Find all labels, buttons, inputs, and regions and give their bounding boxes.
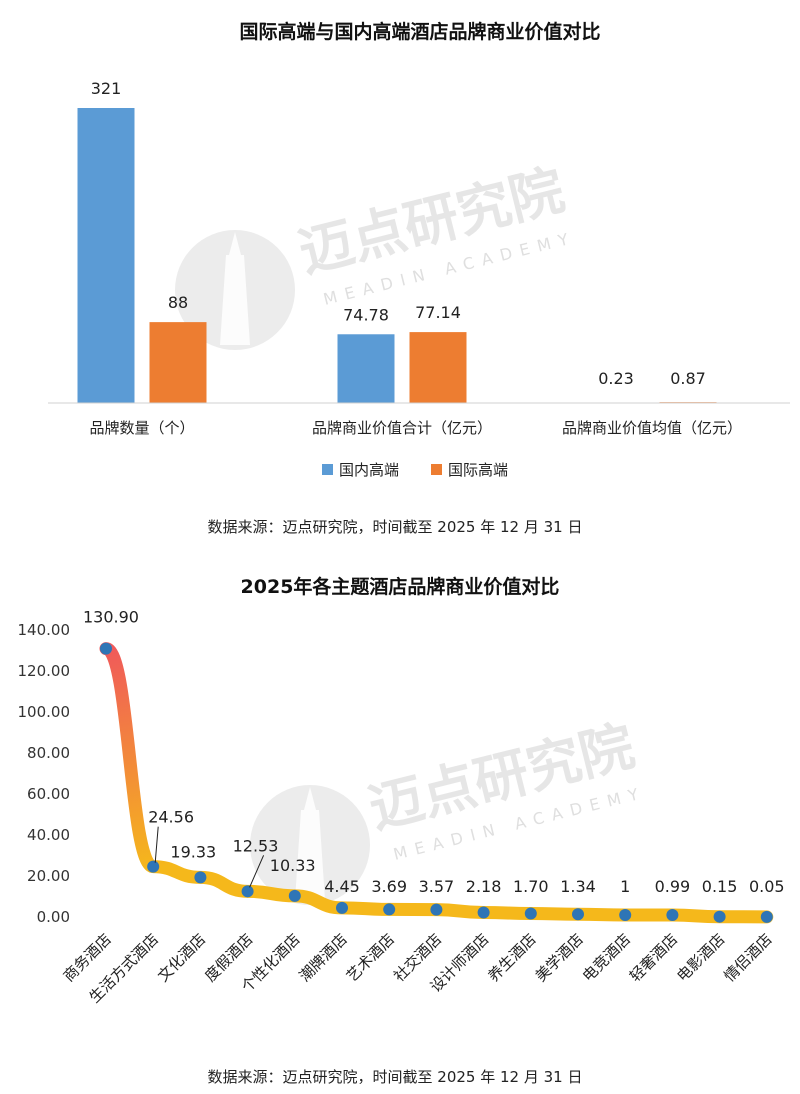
bar-chart: 国际高端与国内高端酒店品牌商业价值对比 321 74.78 0.23 88 77.14 0… <box>48 20 790 536</box>
y-tick-label: 60.00 <box>27 785 70 803</box>
y-tick-label: 120.00 <box>18 662 71 680</box>
bar-domestic-0 <box>77 108 135 403</box>
data-label-5: 4.45 <box>324 877 360 896</box>
data-point-12 <box>666 908 679 921</box>
chart2-y-axis-ticks: 0.00 20.00 40.00 60.00 80.00 100.00 120.00 140.… <box>18 621 71 926</box>
data-point-14 <box>760 910 773 923</box>
y-tick-label: 20.00 <box>27 867 70 885</box>
data-point-13 <box>713 910 726 923</box>
category-label: 品牌商业价值合计（亿元） <box>312 419 492 437</box>
chart2-category-labels: 商务酒店生活方式酒店文化酒店度假酒店个性化酒店潮牌酒店艺术酒店社交酒店设计师酒店… <box>60 930 776 1006</box>
bar-domestic-1 <box>337 334 395 403</box>
data-point-9 <box>524 907 537 920</box>
category-label: 文化酒店 <box>154 930 209 985</box>
data-label-3: 12.53 <box>233 836 279 855</box>
data-point-6 <box>383 903 396 916</box>
data-point-2 <box>194 871 207 884</box>
legend-swatch <box>431 464 442 475</box>
y-tick-label: 40.00 <box>27 826 70 844</box>
category-label: 艺术酒店 <box>343 930 398 985</box>
chart1-legend: 国内高端 国际高端 <box>322 461 508 479</box>
category-label: 轻奢酒店 <box>626 930 681 985</box>
chart1-bars: 321 74.78 0.23 88 77.14 0.87 <box>77 79 717 403</box>
category-label: 潮牌酒店 <box>296 930 351 985</box>
bar-value-label: 77.14 <box>415 303 461 322</box>
data-point-4 <box>288 889 301 902</box>
category-label: 品牌数量（个） <box>89 419 194 437</box>
bar-value-label: 0.23 <box>598 369 634 388</box>
bar-international-0 <box>149 322 207 403</box>
data-label-2: 19.33 <box>170 842 216 861</box>
data-point-3 <box>241 885 254 898</box>
data-point-11 <box>619 908 632 921</box>
y-tick-label: 80.00 <box>27 744 70 762</box>
data-label-0: 130.90 <box>83 608 139 627</box>
chart1-title: 国际高端与国内高端酒店品牌商业价值对比 <box>239 20 600 43</box>
data-label-6: 3.69 <box>371 877 407 896</box>
bar-value-label: 74.78 <box>343 305 389 324</box>
category-label: 电影酒店 <box>673 930 728 985</box>
legend-label: 国际高端 <box>448 461 508 479</box>
bar-value-label: 88 <box>168 293 188 312</box>
data-point-5 <box>336 901 348 914</box>
data-label-4: 10.33 <box>270 856 316 875</box>
data-point-1 <box>147 860 160 873</box>
data-point-8 <box>477 906 490 919</box>
bar-value-label: 0.87 <box>670 369 706 388</box>
chart2-source: 数据来源：迈点研究院，时间截至 2025 年 12 月 31 日 <box>208 1068 583 1086</box>
chart1-category-labels: 品牌数量（个） 品牌商业价值合计（亿元） 品牌商业价值均值（亿元） <box>89 419 742 437</box>
data-point-7 <box>430 903 443 916</box>
chart2-points <box>100 642 773 923</box>
y-tick-label: 140.00 <box>18 621 71 639</box>
data-point-10 <box>572 908 584 921</box>
category-label: 电竞酒店 <box>579 930 634 985</box>
category-label: 品牌商业价值均值（亿元） <box>562 419 742 437</box>
bar-value-label: 321 <box>91 79 122 98</box>
leader-line <box>154 826 159 863</box>
category-label: 养生酒店 <box>484 930 539 985</box>
bar-international-1 <box>409 332 467 403</box>
data-label-10: 1.34 <box>560 877 596 896</box>
category-label: 美学酒店 <box>532 930 587 985</box>
y-tick-label: 0.00 <box>37 908 70 926</box>
data-label-7: 3.57 <box>419 877 455 896</box>
data-label-1: 24.56 <box>148 808 194 827</box>
data-label-14: 0.05 <box>749 877 785 896</box>
y-tick-label: 100.00 <box>18 703 71 721</box>
chart1-source: 数据来源：迈点研究院，时间截至 2025 年 12 月 31 日 <box>208 518 583 536</box>
chart2-title: 2025年各主题酒店品牌商业价值对比 <box>241 575 560 598</box>
data-label-12: 0.99 <box>655 877 691 896</box>
category-label: 情侣酒店 <box>720 930 775 985</box>
data-point-0 <box>100 642 112 655</box>
legend-label: 国内高端 <box>339 461 399 479</box>
data-label-13: 0.15 <box>702 877 738 896</box>
data-label-11: 1 <box>620 877 630 896</box>
leader-line <box>249 855 265 888</box>
legend-swatch <box>322 464 333 475</box>
chart2-series-line <box>99 642 774 924</box>
data-label-8: 2.18 <box>466 877 502 896</box>
data-label-9: 1.70 <box>513 877 549 896</box>
